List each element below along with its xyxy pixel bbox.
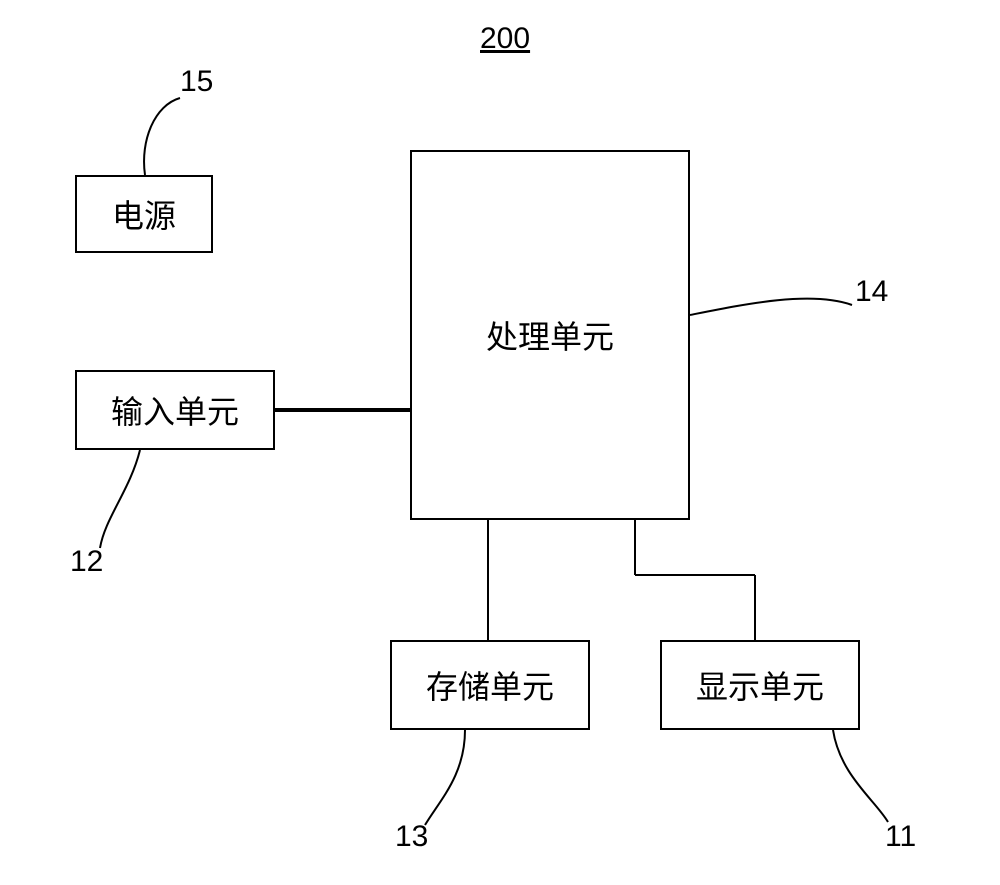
- callout-12: [100, 450, 140, 548]
- ref-label-15: 15: [180, 65, 213, 99]
- node-storage: 存储单元: [390, 640, 590, 730]
- node-processing: 处理单元: [410, 150, 690, 520]
- ref-label-11-text: 11: [885, 820, 916, 853]
- callout-14: [690, 299, 852, 315]
- node-display: 显示单元: [660, 640, 860, 730]
- node-display-label: 显示单元: [696, 662, 824, 708]
- ref-label-11: 11: [885, 820, 916, 854]
- node-power-label: 电源: [112, 191, 176, 237]
- ref-label-12: 12: [70, 545, 103, 579]
- callout-11: [833, 730, 888, 822]
- node-power: 电源: [75, 175, 213, 253]
- block-diagram: 200 电源 输入单元 处理单元 存储单元 显示单元 15 12 14: [0, 0, 1000, 885]
- ref-label-13-text: 13: [395, 820, 428, 853]
- ref-label-12-text: 12: [70, 545, 103, 578]
- node-processing-label: 处理单元: [486, 312, 614, 358]
- node-storage-label: 存储单元: [426, 662, 554, 708]
- node-input-label: 输入单元: [111, 387, 239, 433]
- ref-label-14: 14: [855, 275, 888, 309]
- ref-label-13: 13: [395, 820, 428, 854]
- callout-13: [425, 730, 465, 825]
- ref-label-15-text: 15: [180, 65, 213, 98]
- callout-15: [144, 98, 180, 175]
- ref-label-14-text: 14: [855, 275, 888, 308]
- node-input: 输入单元: [75, 370, 275, 450]
